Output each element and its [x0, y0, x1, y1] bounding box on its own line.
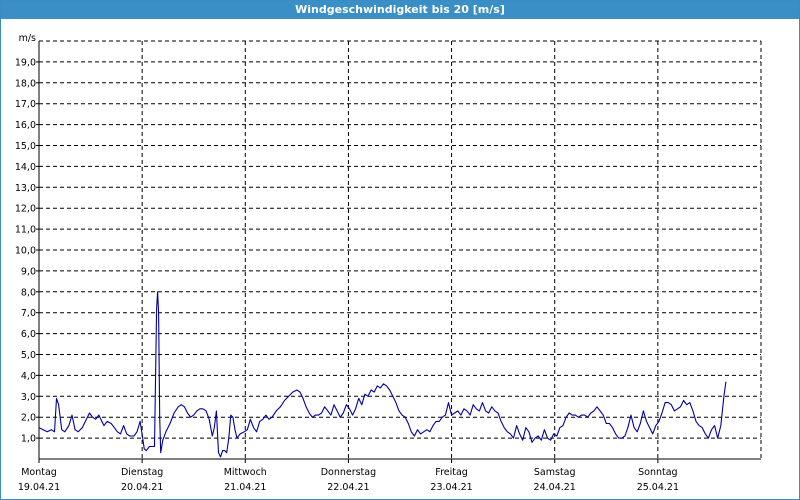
x-tick-label-day: Freitag [435, 467, 468, 478]
y-tick-label: 12,0 [15, 204, 36, 215]
y-tick-label: 19,0 [15, 57, 36, 68]
chart-title: Windgeschwindigkeit bis 20 [m/s] [1, 1, 799, 19]
x-tick-label-day: Dienstag [121, 467, 163, 478]
y-tick-label: 1,0 [21, 434, 36, 445]
y-tick-label: 11,0 [15, 225, 36, 236]
series-line [38, 291, 727, 458]
x-tick-label-day: Mittwoch [224, 467, 267, 478]
y-tick-label: 4,0 [21, 371, 36, 382]
y-tick-label: 17,0 [15, 99, 36, 110]
x-tick-label-day: Montag [21, 467, 57, 478]
y-tick-label: 10,0 [15, 246, 36, 257]
x-tick-label-date: 21.04.21 [224, 482, 266, 493]
x-tick-label-date: 25.04.21 [637, 482, 679, 493]
x-tick-label-day: Sonntag [638, 467, 677, 478]
y-tick-label: 3,0 [21, 392, 36, 403]
y-tick-label: 9,0 [21, 266, 36, 277]
y-tick-label: 6,0 [21, 329, 36, 340]
y-tick-label: 8,0 [21, 287, 36, 298]
wind-speed-chart: 1,0 2,0 3,0 4,0 5,0 6,0 7,0 8,0 9,0 10,0 11,0 12,0 1… [15, 33, 762, 493]
x-tick-label-day: Samstag [534, 467, 576, 478]
x-tick-label-date: 19.04.21 [18, 482, 60, 493]
x-tick-label-date: 22.04.21 [327, 482, 369, 493]
x-tick-label-day: Donnerstag [321, 467, 376, 478]
y-tick-label: 13,0 [15, 183, 36, 194]
x-tick-label-date: 24.04.21 [534, 482, 576, 493]
y-tick-label: 15,0 [15, 141, 36, 152]
y-tick-label: 18,0 [15, 78, 36, 89]
x-tick-label-date: 20.04.21 [121, 482, 163, 493]
y-axis-label: m/s [19, 33, 36, 44]
y-tick-label: 5,0 [21, 350, 36, 361]
y-tick-label: 16,0 [15, 120, 36, 131]
y-tick-label: 2,0 [21, 413, 36, 424]
y-tick-label: 14,0 [15, 162, 36, 173]
x-tick-label-date: 23.04.21 [430, 482, 472, 493]
y-tick-label: 7,0 [21, 308, 36, 319]
